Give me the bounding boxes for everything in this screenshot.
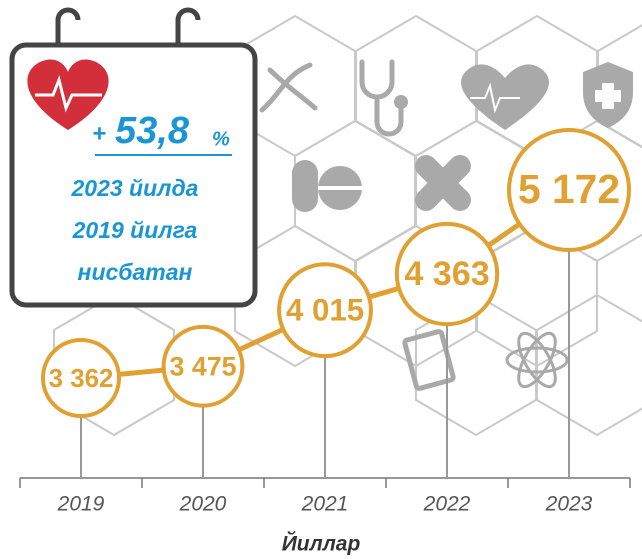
value-label: 3 475 <box>170 351 237 381</box>
annotation-unit: % <box>212 128 230 150</box>
x-tick-label: 2022 <box>423 493 471 516</box>
value-label: 5 172 <box>518 166 620 212</box>
x-tick-label: 2023 <box>545 493 593 516</box>
x-axis-label: Йиллар <box>282 532 361 556</box>
x-tick-label: 2021 <box>301 493 349 516</box>
marker <box>277 262 373 359</box>
annotation-value: 53,8 <box>115 110 190 152</box>
value-label: 4 015 <box>286 292 364 327</box>
marker <box>41 338 121 418</box>
annotation-line: 2023 йилда <box>71 175 199 201</box>
value-label: 3 362 <box>49 365 114 393</box>
annotation-line: нисбатан <box>78 259 193 285</box>
background-decoration <box>53 14 642 437</box>
x-tick-label: 2020 <box>179 493 227 516</box>
marker <box>507 128 631 252</box>
value-label: 4 363 <box>404 255 489 293</box>
annotation-box: + 53,8 % 2023 йилда 2019 йилга нисбатан <box>9 7 258 308</box>
annotation-sign: + <box>92 120 106 147</box>
marker <box>161 324 245 408</box>
x-tick-label: 2019 <box>57 493 105 516</box>
marker <box>394 221 500 327</box>
annotation-line: 2019 йилга <box>72 217 198 243</box>
